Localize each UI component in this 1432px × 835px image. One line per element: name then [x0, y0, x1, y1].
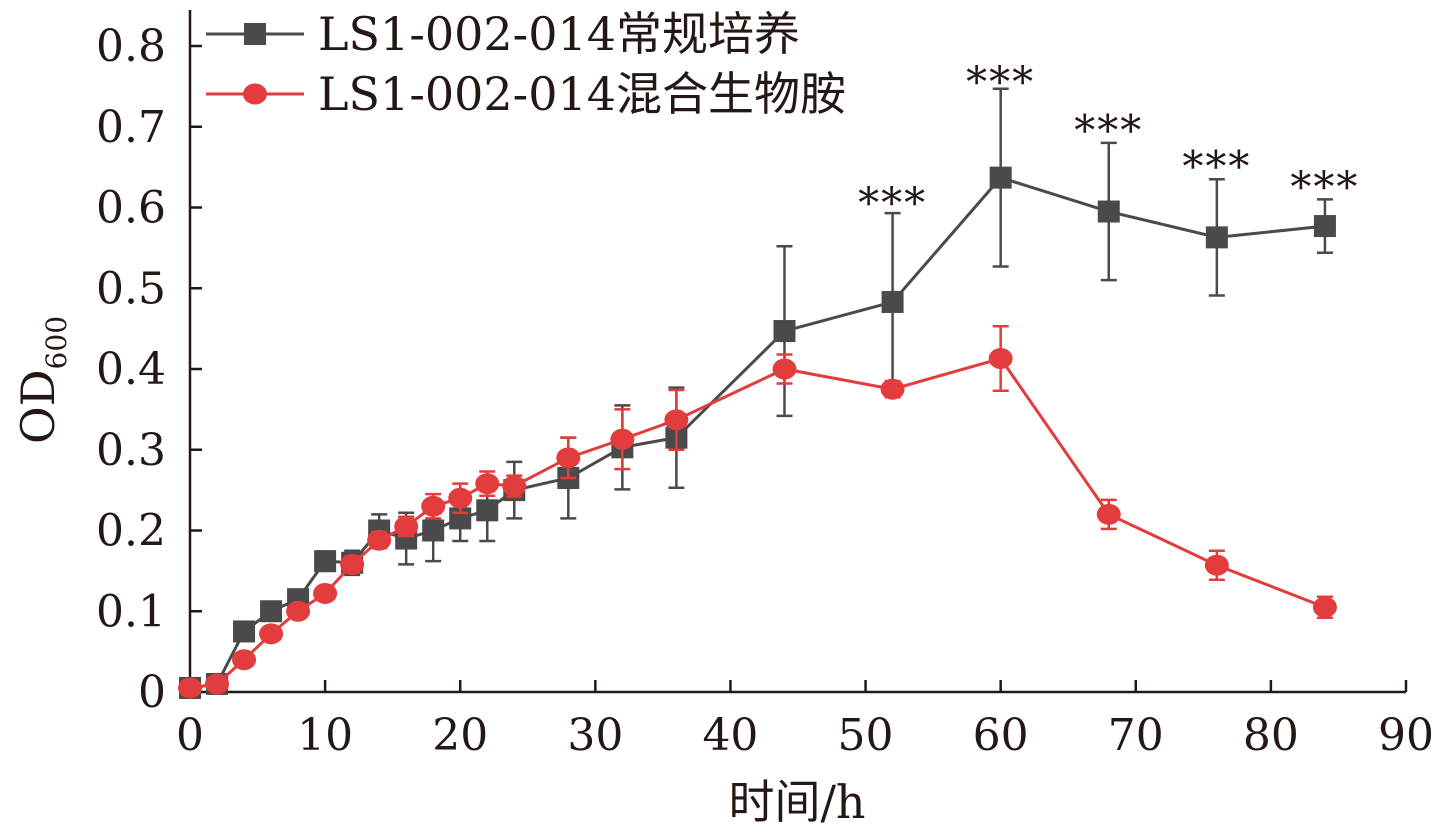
data-point	[880, 378, 905, 400]
legend-item-2: LS1-002-014混合生物胺	[206, 67, 846, 121]
data-point	[1097, 200, 1120, 223]
y-tick-label: 0.8	[96, 21, 166, 72]
significance-annotation: ***	[966, 57, 1035, 106]
data-point	[773, 320, 796, 343]
data-point	[286, 600, 311, 622]
data-point	[178, 677, 202, 699]
data-point	[448, 487, 473, 509]
y-tick-label: 0.4	[96, 344, 166, 395]
data-point	[260, 600, 283, 623]
data-point	[989, 166, 1012, 189]
data-point	[502, 475, 527, 497]
data-point	[476, 499, 499, 522]
x-tick-label: 60	[973, 710, 1029, 761]
data-point	[394, 515, 419, 537]
data-point	[1205, 226, 1228, 249]
y-axis-label: OD600	[11, 316, 73, 444]
tick-labels: 0 10 20 30 40 50 60 70 80 90 0 0.1 0.2 0.3 0.4 0.5 0.6 0.…	[96, 21, 1432, 761]
data-point	[1204, 554, 1229, 576]
data-point	[205, 673, 230, 695]
series	[178, 87, 1337, 699]
legend-item-1: LS1-002-014常规培养	[206, 7, 800, 61]
x-tick-label: 90	[1378, 710, 1432, 761]
x-axis-label: 时间/h	[728, 775, 865, 829]
y-axis-label-subscript: 600	[40, 316, 73, 369]
x-tick-label: 10	[297, 710, 353, 761]
significance-annotation: ***	[1182, 142, 1251, 191]
data-point	[232, 649, 257, 671]
series-line	[189, 356, 1326, 690]
y-tick-label: 0.6	[96, 183, 166, 234]
data-point	[1312, 596, 1337, 618]
x-tick-label: 50	[838, 710, 894, 761]
significance-annotation: ***	[1290, 162, 1359, 211]
data-point	[475, 473, 500, 495]
legend-marker	[244, 23, 266, 45]
data-point	[772, 358, 797, 380]
data-point	[1096, 503, 1121, 525]
legend: LS1-002-014常规培养 LS1-002-014混合生物胺	[206, 7, 846, 121]
data-point	[556, 447, 581, 469]
data-point	[367, 529, 392, 551]
y-axis-label-main: OD	[11, 369, 65, 444]
data-point	[233, 620, 256, 643]
y-tick-label: 0.3	[96, 425, 166, 476]
y-tick-label: 0	[138, 667, 166, 718]
x-tick-label: 30	[567, 710, 623, 761]
series-1	[179, 87, 1336, 699]
x-tick-label: 80	[1243, 710, 1299, 761]
data-point	[421, 495, 446, 517]
data-point	[1313, 215, 1336, 238]
x-tick-label: 0	[176, 710, 204, 761]
data-point	[340, 553, 365, 575]
data-point	[314, 550, 337, 573]
data-point	[988, 348, 1013, 370]
data-point	[664, 409, 689, 431]
y-tick-label: 0.2	[96, 506, 166, 557]
annotations: *** *** *** *** ***	[858, 57, 1359, 228]
y-tick-label: 0.5	[96, 263, 166, 314]
legend-label: LS1-002-014混合生物胺	[318, 67, 846, 121]
series-line	[189, 175, 1326, 690]
data-point	[313, 582, 338, 604]
series-2	[178, 324, 1337, 699]
data-point	[881, 290, 904, 313]
data-point	[259, 623, 284, 645]
x-tick-label: 70	[1108, 710, 1164, 761]
data-point	[422, 519, 445, 542]
legend-label: LS1-002-014常规培养	[318, 7, 800, 61]
significance-annotation: ***	[1074, 106, 1143, 155]
x-tick-label: 40	[702, 710, 758, 761]
x-tick-label: 20	[432, 710, 488, 761]
y-tick-label: 0.1	[96, 586, 166, 637]
axis-labels: 时间/h OD600	[11, 316, 866, 829]
data-point	[610, 428, 635, 450]
y-tick-label: 0.7	[96, 102, 166, 153]
legend-marker	[243, 83, 267, 105]
significance-annotation: ***	[858, 179, 927, 228]
